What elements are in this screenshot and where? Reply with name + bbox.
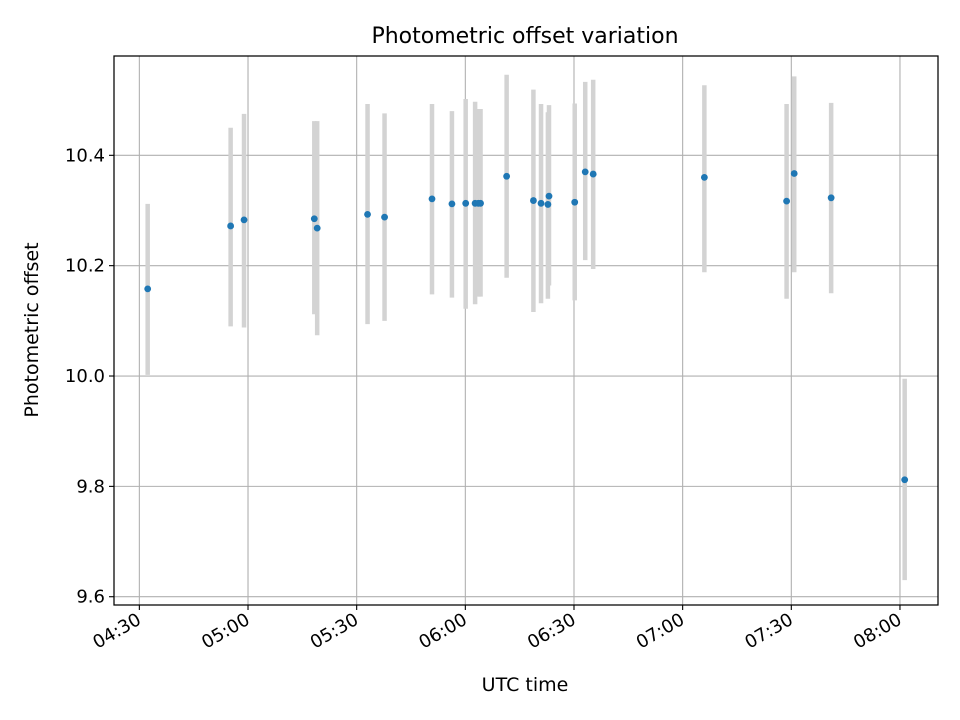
data-point (477, 199, 484, 207)
data-point (428, 195, 436, 203)
data-point (530, 197, 537, 204)
data-point (700, 173, 708, 181)
data-point (381, 213, 388, 221)
data-point (827, 194, 835, 202)
data-point (240, 216, 248, 224)
chart-title: Photometric offset variation (371, 24, 678, 49)
data-point (462, 199, 470, 207)
y-axis: 9.6 9.8 10.0 10.2 10.4 (65, 145, 114, 608)
data-point (448, 200, 456, 208)
data-point (783, 197, 791, 205)
x-tick-label: 05:00 (198, 609, 253, 653)
x-tick-label: 06:00 (415, 609, 470, 653)
grid (114, 56, 938, 605)
x-tick-label: 08:00 (850, 609, 905, 653)
y-axis-label: Photometric offset (21, 242, 43, 417)
data-point (544, 201, 552, 208)
data-points (144, 168, 909, 484)
data-point (310, 215, 318, 223)
data-point (364, 210, 371, 218)
x-axis-label: UTC time (482, 674, 569, 696)
x-tick-label: 07:00 (633, 609, 688, 653)
data-point (790, 170, 798, 177)
data-point (144, 285, 152, 293)
data-point (545, 192, 553, 200)
x-tick-label: 04:30 (89, 609, 144, 653)
x-tick-label: 07:30 (741, 609, 796, 653)
data-point (581, 168, 589, 176)
data-point (571, 198, 579, 206)
data-point (589, 170, 597, 178)
data-point (537, 199, 545, 207)
data-point (503, 172, 511, 180)
y-tick-label: 10.4 (65, 145, 105, 166)
plot-frame (113, 55, 939, 606)
y-tick-label: 10.0 (65, 366, 105, 387)
x-tick-label: 06:30 (524, 609, 579, 653)
y-tick-label: 9.8 (76, 476, 105, 497)
data-point (227, 222, 235, 230)
y-tick-label: 10.2 (65, 256, 105, 277)
data-point (901, 476, 909, 484)
x-axis: 04:30 05:00 05:30 06:00 06:30 07:00 07:30 08:00 (89, 605, 905, 653)
data-point (313, 224, 321, 232)
x-tick-label: 05:30 (307, 609, 362, 653)
y-tick-label: 9.6 (76, 587, 105, 608)
